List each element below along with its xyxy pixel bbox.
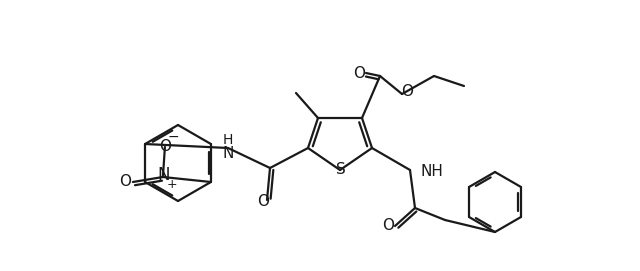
Text: O: O xyxy=(257,195,269,209)
Text: NH: NH xyxy=(420,164,443,179)
Text: H: H xyxy=(223,133,233,147)
Text: N: N xyxy=(157,166,170,184)
Text: N: N xyxy=(222,146,234,160)
Text: O: O xyxy=(382,218,394,234)
Text: O: O xyxy=(401,85,413,99)
Text: +: + xyxy=(166,178,177,191)
Text: −: − xyxy=(167,130,179,144)
Text: O: O xyxy=(353,66,365,80)
Text: S: S xyxy=(336,162,346,176)
Text: O: O xyxy=(119,173,131,189)
Text: O: O xyxy=(159,138,171,153)
